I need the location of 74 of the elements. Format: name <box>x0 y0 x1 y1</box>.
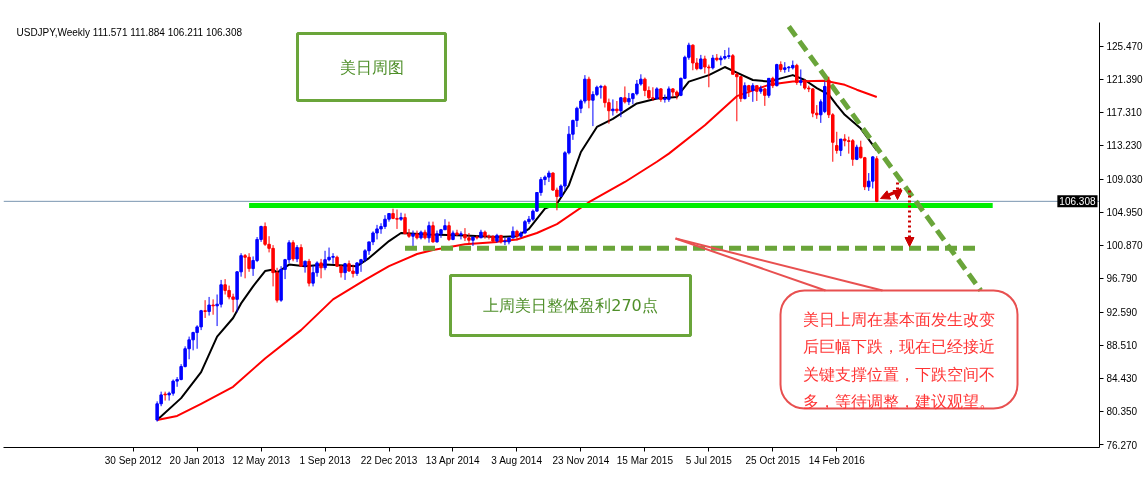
candlestick <box>767 77 771 99</box>
y-tick-label: 109.030 <box>1106 174 1144 186</box>
candlestick <box>203 299 207 319</box>
y-tick-label: 100.870 <box>1106 240 1144 252</box>
x-tick-label: 15 Mar 2015 <box>616 454 674 466</box>
candlestick <box>615 100 619 114</box>
ref-line-label: 106.308 <box>1059 196 1096 208</box>
x-tick-label: 22 Dec 2013 <box>360 454 418 466</box>
candlestick <box>299 243 303 268</box>
candlestick <box>303 260 307 274</box>
x-tick-label: 20 Jan 2013 <box>169 454 226 466</box>
x-tick-label: 5 Jul 2015 <box>685 454 733 466</box>
x-tick-label: 12 May 2013 <box>232 454 291 466</box>
y-tick-label: 88.510 <box>1106 340 1138 352</box>
candlestick <box>323 250 327 271</box>
candlestick <box>243 253 247 279</box>
candlestick <box>443 218 447 231</box>
candlestick <box>623 85 627 104</box>
candlestick <box>471 236 475 247</box>
candlestick <box>163 391 167 402</box>
candlestick <box>459 230 463 240</box>
x-tick-label: 30 Sep 2012 <box>104 454 162 466</box>
candlestick <box>851 138 855 167</box>
candlestick <box>591 90 595 127</box>
x-tick-label: 13 Apr 2014 <box>425 454 481 466</box>
candlestick <box>691 43 695 71</box>
candlestick <box>475 234 479 240</box>
candlestick <box>331 252 335 265</box>
candlestick <box>207 296 211 317</box>
y-tick-label: 121.390 <box>1106 74 1144 86</box>
y-tick-label: 84.430 <box>1106 373 1138 385</box>
candlestick <box>291 239 295 262</box>
chart-title: USDJPY,Weekly 111.571 111.884 106.211 106.308 <box>16 27 243 38</box>
candlestick <box>403 213 407 235</box>
y-tick-label: 113.230 <box>1106 140 1143 152</box>
x-tick-label: 23 Nov 2014 <box>552 454 610 466</box>
y-tick-label: 92.590 <box>1106 307 1138 319</box>
candlestick <box>643 77 647 97</box>
candlestick <box>651 86 655 102</box>
candlestick <box>547 170 551 183</box>
candlestick <box>411 230 415 247</box>
candlestick <box>463 227 467 242</box>
candlestick <box>223 278 227 295</box>
y-tick-label: 125.470 <box>1106 41 1144 53</box>
candlestick <box>751 82 755 103</box>
x-tick-label: 14 Feb 2016 <box>808 454 866 466</box>
candlestick <box>351 264 355 278</box>
x-tick-label: 25 Oct 2015 <box>745 454 801 466</box>
candlestick <box>599 84 603 100</box>
candlestick <box>503 237 507 246</box>
candlestick <box>611 98 615 117</box>
candlestick <box>587 76 591 109</box>
candlestick <box>211 298 215 316</box>
candlestick <box>311 264 315 287</box>
annotation: 美日周图 <box>339 57 404 77</box>
y-tick-label: 80.350 <box>1106 406 1138 418</box>
candlestick <box>307 258 311 287</box>
candlestick <box>395 209 399 230</box>
candlestick <box>467 232 471 244</box>
annotation: 上周美日整体盈利270点 <box>483 296 658 315</box>
y-tick-label: 104.950 <box>1106 207 1144 219</box>
candlestick <box>427 221 431 244</box>
candlestick <box>455 229 459 237</box>
candlestick <box>399 212 403 222</box>
candlestick <box>447 221 451 242</box>
candlestick <box>319 258 323 279</box>
y-tick-label: 76.270 <box>1106 439 1138 451</box>
candlestick <box>431 221 435 244</box>
candlestick <box>627 92 631 106</box>
x-tick-label: 1 Sep 2013 <box>299 454 352 466</box>
annotation: 美日上周在基本面发生改变后巨幅下跌，现在已经接近关键支撑位置，下跌空间不多，等待调整，建议观望。 <box>802 309 995 412</box>
x-tick-label: 3 Aug 2014 <box>491 454 543 466</box>
y-tick-label: 96.790 <box>1106 273 1138 285</box>
y-tick-label: 117.310 <box>1106 107 1143 119</box>
